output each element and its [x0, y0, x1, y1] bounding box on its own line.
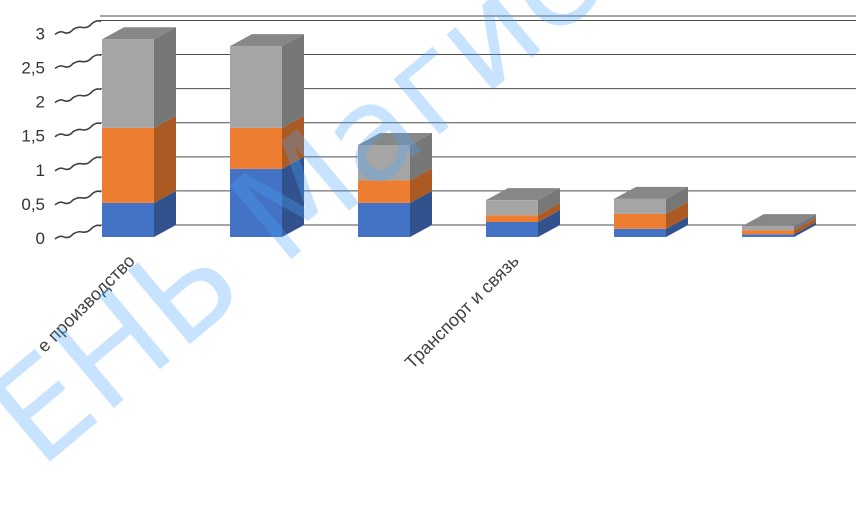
y-tick-mark: [54, 224, 102, 240]
bar-segment-front: [102, 202, 154, 237]
bar-segment-side: [282, 34, 304, 128]
bar-segment-front: [230, 168, 282, 237]
y-tick-mark: [54, 88, 102, 104]
bar-segment-side: [666, 201, 688, 229]
y-tick-mark: [54, 190, 102, 206]
bar-top-face: [614, 186, 688, 199]
bar-segment-side: [410, 132, 432, 181]
bar-top-face: [486, 188, 560, 201]
bar-top-face: [230, 34, 304, 47]
bar-stack: [102, 27, 176, 237]
bar-segment-front: [742, 234, 794, 237]
bar-segment-front: [486, 222, 538, 237]
grid-layer: [100, 15, 856, 226]
bar-segment-side: [538, 203, 560, 222]
bar-segment-side: [282, 156, 304, 237]
bar-segment-side: [154, 27, 176, 128]
bar-segment-front: [486, 215, 538, 222]
bar-segment-side: [666, 216, 688, 237]
y-tick-mark: [54, 54, 102, 70]
bar-segment-front: [230, 46, 282, 128]
bar-segment-front: [358, 144, 410, 181]
bar-segment-side: [666, 186, 688, 214]
bar-top-face: [742, 214, 816, 227]
y-tick-label: 1: [36, 161, 45, 180]
bar-top-face: [358, 132, 432, 145]
bar-segment-front: [486, 200, 538, 216]
bar-segment-front: [742, 230, 794, 235]
bar-stack: [614, 186, 688, 237]
bar-segment-front: [102, 127, 154, 203]
y-tick-label: 2,5: [21, 59, 45, 78]
y-tick-mark: [54, 19, 102, 36]
bars-layer: [102, 27, 816, 237]
bar-segment-side: [154, 190, 176, 237]
bar-stack: [742, 214, 816, 237]
y-tick-label: 0,5: [21, 195, 45, 214]
bar-segment-front: [614, 213, 666, 229]
bar-stack: [230, 34, 304, 237]
bar-stack: [358, 132, 432, 237]
bar-segment-side: [794, 218, 816, 235]
y-axis: 0 0,5 1 1,5 2 2,5 3: [21, 19, 102, 248]
x-tick-label: Транспорт и связь: [401, 251, 523, 373]
bar-top-face: [102, 27, 176, 40]
bar-segment-side: [410, 190, 432, 237]
bar-segment-side: [410, 168, 432, 203]
y-tick-label: 1,5: [21, 127, 45, 146]
bar-segment-front: [358, 180, 410, 203]
bar-segment-front: [614, 228, 666, 237]
bar-stack: [486, 188, 560, 237]
bar-segment-front: [358, 202, 410, 237]
y-tick-label: 3: [36, 24, 45, 43]
bar-segment-side: [538, 210, 560, 237]
bar-segment-front: [614, 198, 666, 214]
y-tick-label: 2: [36, 93, 45, 112]
y-tick-mark: [54, 122, 102, 138]
bar-segment-side: [282, 115, 304, 169]
bar-segment-side: [794, 222, 816, 237]
bar-segment-front: [230, 127, 282, 169]
bar-segment-front: [102, 39, 154, 128]
bar-segment-side: [538, 188, 560, 216]
bar-segment-side: [794, 214, 816, 231]
bar-segment-front: [742, 226, 794, 231]
y-tick-mark: [54, 156, 102, 172]
y-tick-label: 0: [36, 229, 45, 248]
bar-segment-side: [154, 115, 176, 203]
